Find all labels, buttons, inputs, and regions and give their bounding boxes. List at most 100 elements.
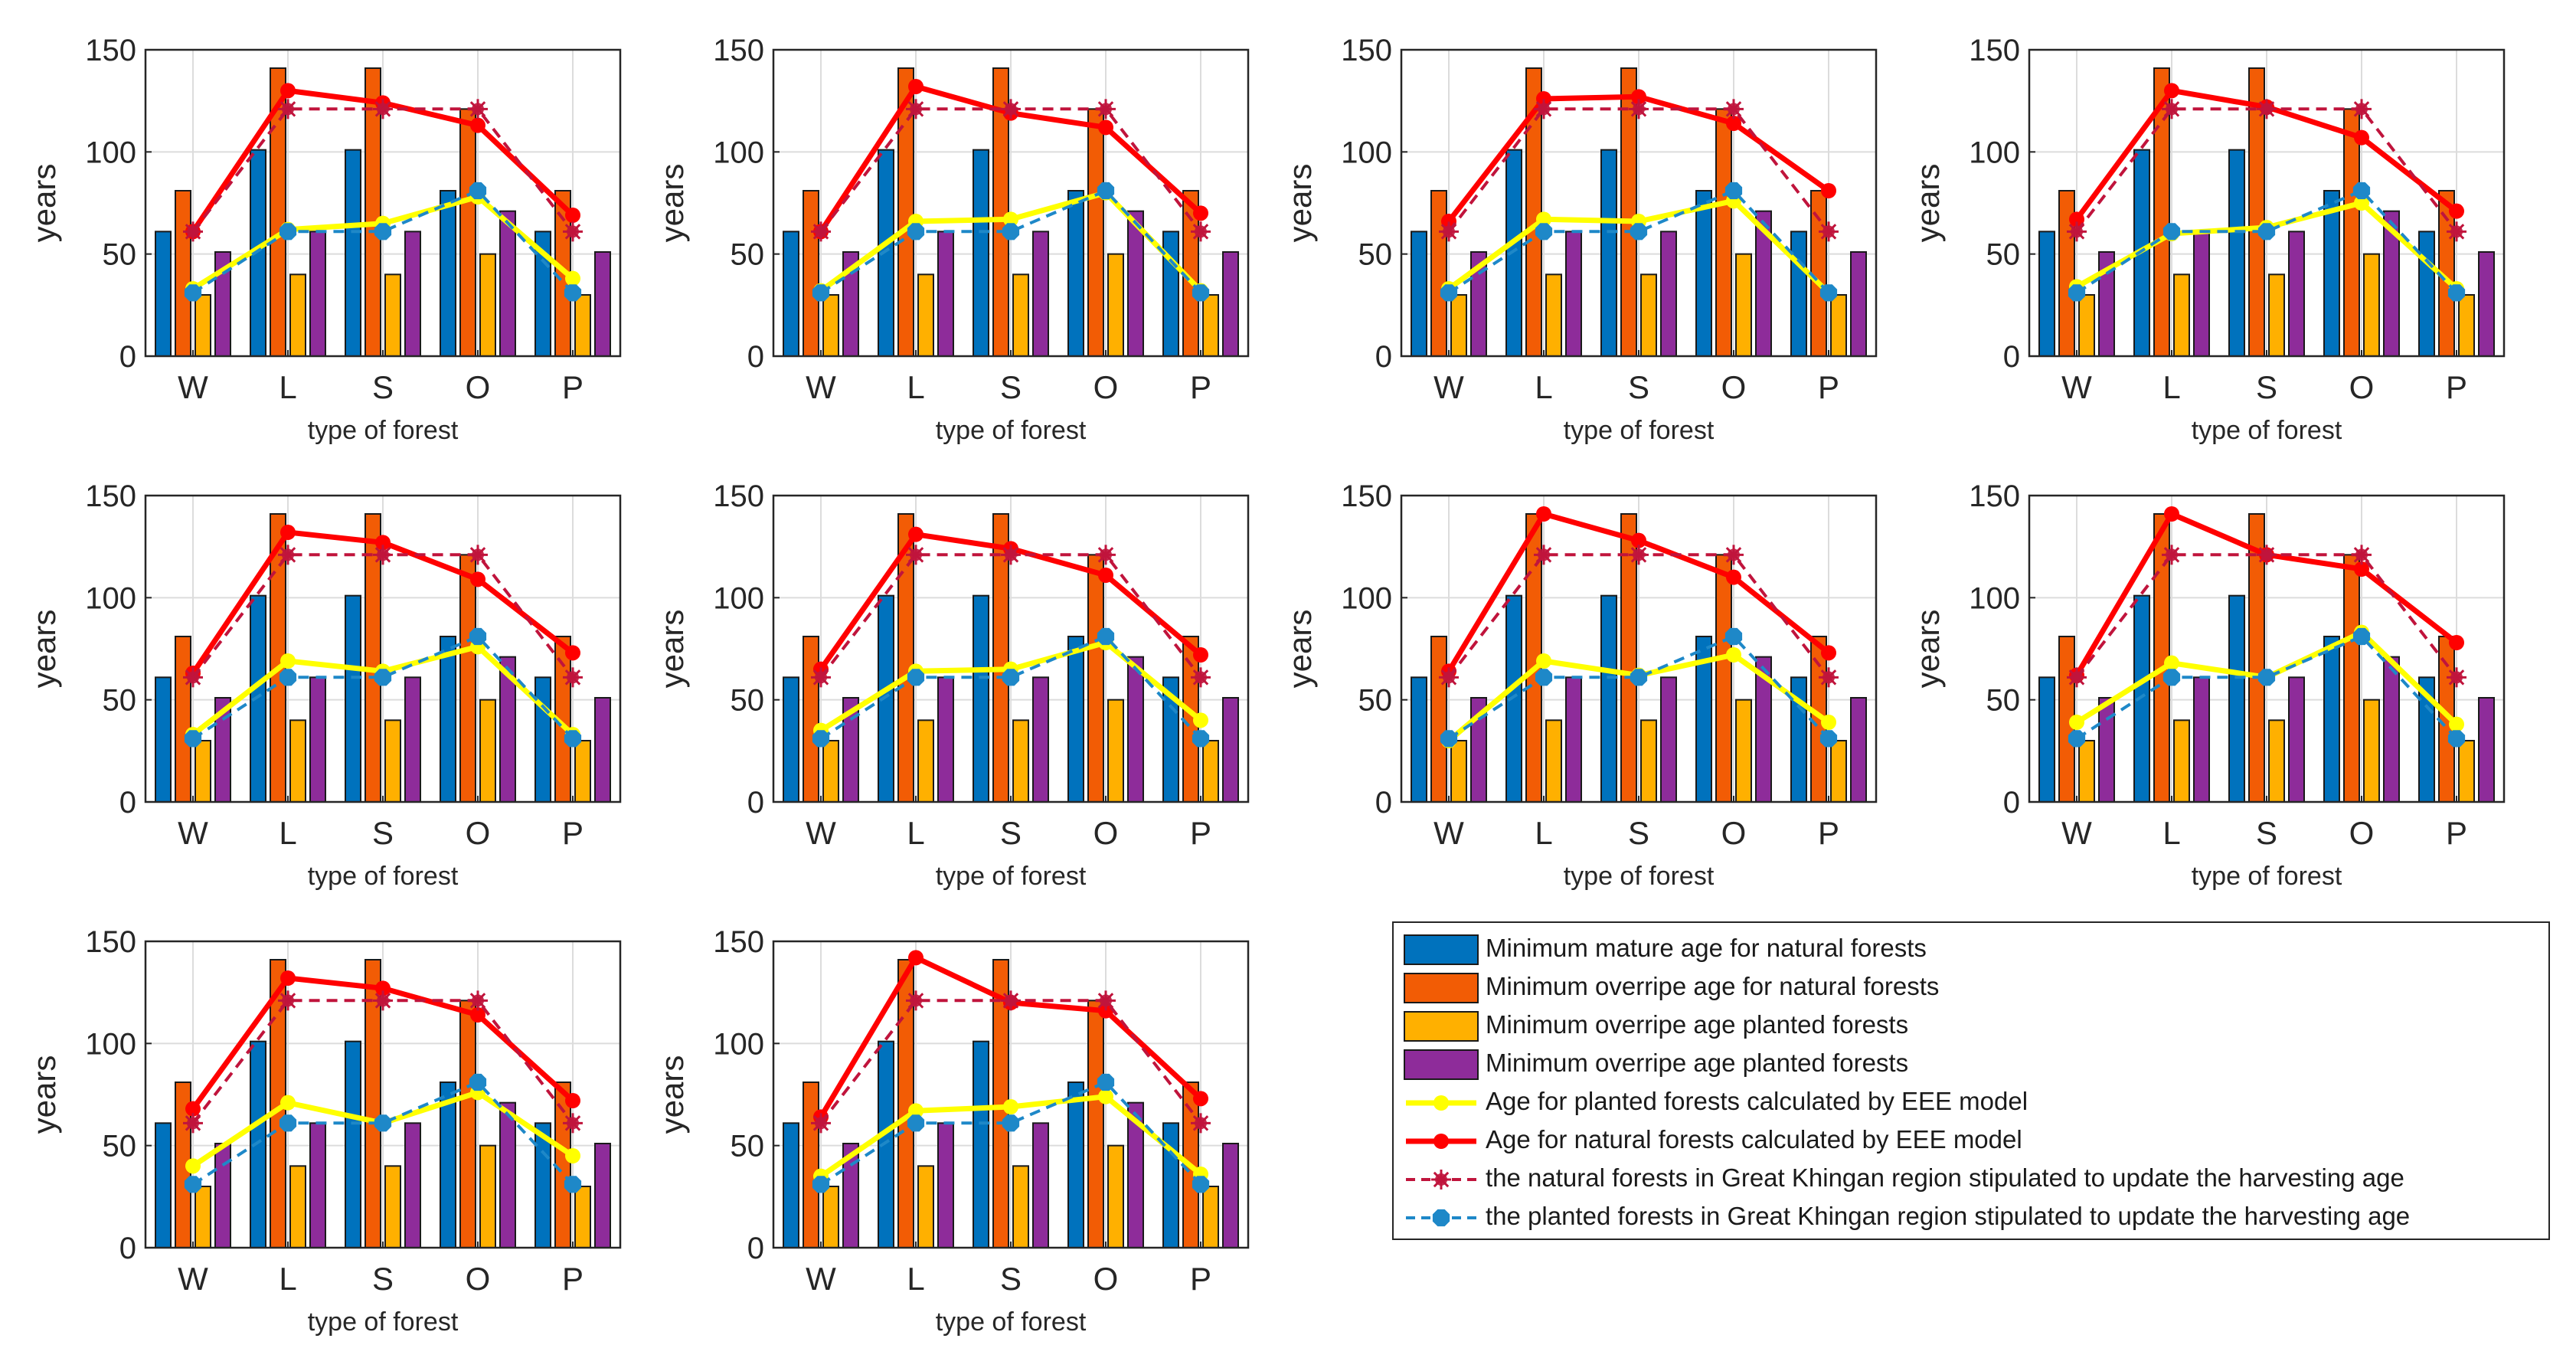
bar-mature_natural-O [2323,636,2340,803]
point-stip_planted-W [184,730,202,748]
bar-overripe_planted-W [822,294,839,357]
y-axis-label: years [654,1055,690,1134]
point-stip_natural-W [183,1113,203,1134]
bar-overripe_planted-P [574,294,591,357]
point-stip_natural-L [2162,99,2182,119]
bar-overripe_natural-O [459,108,476,357]
x-tick-label: S [372,369,394,405]
legend-swatch-overripe_planted [1404,1011,1479,1042]
bar-overripe_planted-L [2173,719,2190,803]
point-eee_natural-S [1631,89,1646,105]
legend-item-stip_planted: the planted forests in Great Khingan reg… [1403,1199,2544,1237]
bar-overripe_planted-O [2363,253,2380,357]
point-eee_natural-L [1536,506,1551,522]
bar-mature_natural-W [155,231,172,358]
point-eee_natural-L [908,79,924,94]
x-tick-label: L [279,1261,296,1297]
bar-overripe_planted_purple-L [309,676,326,803]
x-axis-label: type of forest [308,1307,459,1337]
x-tick-label: L [907,1261,924,1297]
point-stip_natural-P [2447,221,2466,242]
legend-marker-stip_natural [1431,1170,1451,1189]
bar-overripe_natural-W [803,190,819,357]
bar-overripe_planted_purple-L [937,676,954,803]
legend-label: Age for planted forests calculated by EE… [1486,1087,2028,1115]
point-stip_planted-O [469,627,487,646]
bar-mature_natural-S [1600,594,1617,803]
x-tick-label: S [1000,369,1022,405]
point-stip_natural-P [1819,221,1839,242]
bar-overripe_planted-S [384,273,401,358]
y-tick-label: 100 [85,581,136,615]
point-stip_planted-O [1097,182,1115,200]
bar-overripe_planted-S [1012,1165,1029,1249]
point-stip_natural-L [906,545,926,565]
legend-marker-eee_natural [1433,1134,1449,1149]
x-axis-label: type of forest [936,862,1087,891]
bar-overripe_planted-O [479,1144,496,1248]
bar-overripe_planted-W [195,740,211,803]
x-tick-label: O [466,815,491,851]
point-stip_planted-S [1630,669,1648,686]
point-stip_natural-S [373,990,393,1011]
bar-overripe_planted-O [479,699,496,803]
point-stip_natural-W [2067,667,2087,688]
point-stip_planted-W [1440,284,1458,302]
bar-overripe_natural-W [1430,636,1447,803]
x-tick-label: W [2061,369,2092,405]
point-stip_natural-O [2352,99,2372,119]
line-stip_planted [191,635,574,740]
x-tick-label: L [2162,815,2180,851]
x-tick-label: O [466,1261,491,1297]
y-tick-label: 150 [1969,479,2020,513]
y-tick-label: 0 [747,1232,764,1265]
x-tick-label: O [1093,369,1119,405]
bar-overripe_planted_purple-L [2193,676,2210,803]
point-eee_natural-P [2449,203,2464,219]
point-eee_natural-O [1726,116,1741,131]
legend-item-overripe_planted: Minimum overripe age planted forests [1403,1007,2544,1045]
x-axis-label: type of forest [1564,862,1715,891]
bar-mature_natural-P [2418,231,2435,358]
y-axis-label: years [1910,164,1946,243]
legend-swatch-mature_natural [1404,934,1479,965]
legend-marker-stip_planted [1432,1209,1450,1227]
bar-overripe_planted-L [917,719,934,803]
point-stip_planted-P [564,730,582,748]
bar-mature_natural-O [2323,190,2340,357]
point-stip_natural-O [1724,99,1744,119]
point-eee_natural-S [1631,532,1646,548]
point-stip_natural-O [2352,545,2372,565]
point-stip_planted-O [1097,627,1115,646]
point-stip_natural-L [278,545,298,565]
x-tick-label: L [907,369,924,405]
x-tick-label: O [1093,815,1119,851]
point-eee_planted-W [2069,715,2084,730]
point-stip_planted-P [1819,730,1838,748]
point-eee_planted-P [565,270,580,286]
point-eee_planted-L [908,1103,924,1119]
y-axis-label: years [654,164,690,243]
x-tick-label: P [2446,815,2467,851]
x-tick-label: S [2256,815,2277,851]
point-eee_natural-O [2354,561,2369,577]
point-stip_natural-L [906,990,926,1011]
point-stip_planted-S [2257,223,2276,241]
y-tick-label: 100 [713,581,764,615]
bar-overripe_natural-W [175,636,191,803]
bar-mature_natural-S [973,594,989,803]
point-stip_natural-S [2257,99,2277,119]
y-tick-label: 0 [1375,786,1392,820]
bar-mature_natural-W [155,1122,172,1249]
point-stip_planted-S [1630,223,1648,241]
x-tick-label: P [1190,815,1211,851]
bar-overripe_planted-O [479,253,496,357]
bar-overripe_planted-P [1830,740,1847,803]
point-stip_natural-O [1096,990,1116,1011]
x-tick-label: P [562,369,584,405]
y-tick-label: 0 [119,1232,136,1265]
bar-overripe_natural-O [1087,108,1104,357]
point-stip_natural-S [2257,545,2277,565]
